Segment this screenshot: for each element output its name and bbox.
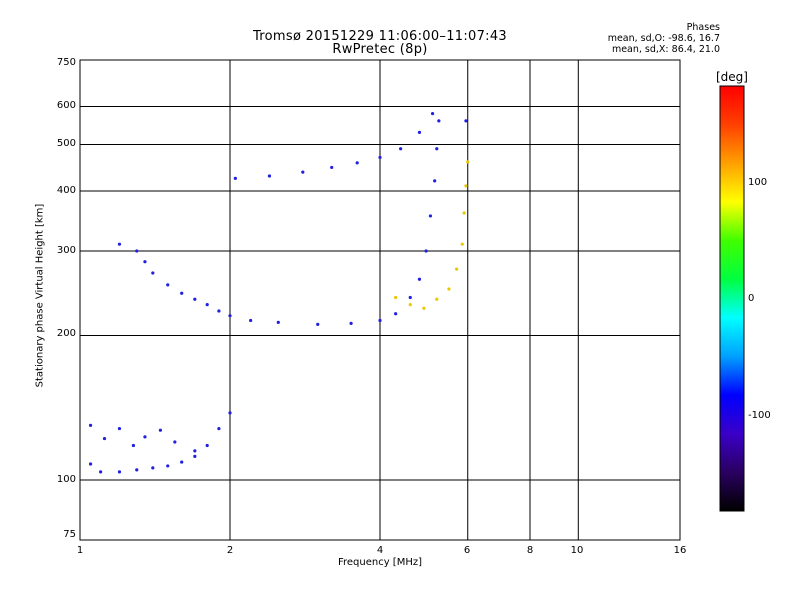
data-point (447, 287, 451, 291)
y-tick-label: 200 (56, 328, 76, 339)
data-point (151, 271, 155, 275)
data-point (455, 267, 459, 271)
phase-stats-o: mean, sd,O: -98.6, 16.7 (607, 33, 720, 44)
data-point (428, 214, 433, 218)
data-point (464, 119, 468, 123)
colorbar-label: [deg] (716, 70, 748, 84)
x-tick-label: 6 (463, 545, 471, 556)
data-point (435, 147, 439, 151)
data-point (117, 426, 122, 431)
data-point (205, 443, 209, 448)
data-point (88, 462, 93, 466)
data-point (193, 454, 197, 459)
y-tick-label: 750 (56, 57, 76, 68)
data-point (135, 468, 139, 472)
data-point (330, 165, 334, 170)
y-tick-label: 100 (56, 474, 76, 485)
data-point (228, 411, 232, 415)
data-point (378, 155, 382, 160)
phase-stats-heading: Phases (686, 22, 720, 33)
y-tick-label: 300 (56, 245, 76, 256)
data-point (464, 184, 468, 188)
data-point (99, 470, 103, 474)
data-point (301, 170, 305, 174)
data-point (466, 160, 470, 164)
grid-lines (79, 59, 681, 541)
data-point (355, 161, 359, 165)
data-point (102, 436, 107, 441)
data-point (399, 147, 403, 151)
y-tick-label: 75 (63, 529, 76, 540)
data-point (166, 464, 170, 468)
data-point (408, 302, 412, 307)
data-point (217, 309, 221, 313)
data-point (228, 314, 232, 318)
data-point (135, 249, 139, 253)
x-axis-label: Frequency [MHz] (337, 557, 423, 568)
data-point (417, 130, 422, 134)
x-tick-label: 1 (76, 545, 84, 556)
data-point (117, 470, 122, 474)
data-point (437, 119, 441, 123)
data-point (394, 295, 398, 300)
data-point (193, 297, 197, 301)
data-point (143, 260, 147, 264)
phase-stats-x: mean, sd,X: 86.4, 21.0 (611, 44, 720, 55)
data-point (131, 443, 136, 448)
data-point (217, 426, 221, 431)
chart-subtitle: RwPretec (8p) (332, 42, 428, 57)
x-tick-label: 4 (376, 545, 384, 556)
x-tick-label: 10 (570, 545, 584, 556)
data-point (349, 321, 353, 325)
data-point (249, 318, 253, 323)
data-point (435, 297, 439, 301)
data-point (143, 435, 147, 439)
x-tick-label: 16 (673, 545, 687, 556)
data-point (180, 460, 184, 464)
data-point (180, 291, 184, 295)
y-tick-label: 400 (56, 185, 76, 196)
data-point (276, 320, 280, 325)
data-point (151, 466, 155, 470)
data-point (193, 449, 197, 453)
colorbar-tick-label: -100 (748, 410, 771, 421)
data-point (378, 318, 382, 323)
data-point (173, 440, 177, 444)
data-point (394, 312, 398, 316)
data-point (316, 322, 320, 326)
data-points (88, 111, 470, 474)
data-point (166, 283, 170, 287)
data-point (460, 242, 464, 246)
data-point (233, 176, 237, 181)
data-point (408, 295, 412, 300)
data-point (267, 174, 272, 178)
data-point (205, 302, 209, 307)
data-point (417, 277, 422, 281)
data-point (462, 211, 466, 215)
x-tick-label: 8 (526, 545, 534, 556)
data-point (433, 179, 437, 183)
data-point (117, 242, 122, 246)
data-point (424, 249, 428, 253)
data-point (430, 111, 435, 116)
data-point (158, 428, 163, 432)
y-tick-label: 600 (56, 100, 76, 111)
x-tick-label: 2 (226, 545, 234, 556)
colorbar-tick-label: 0 (748, 293, 755, 304)
colorbar-tick-label: 100 (748, 177, 768, 188)
chart-title: Tromsø 20151229 11:06:00–11:07:43 (252, 29, 508, 44)
data-point (88, 423, 93, 427)
y-tick-label: 500 (56, 138, 76, 149)
data-point (422, 306, 426, 310)
colorbar (719, 85, 745, 512)
